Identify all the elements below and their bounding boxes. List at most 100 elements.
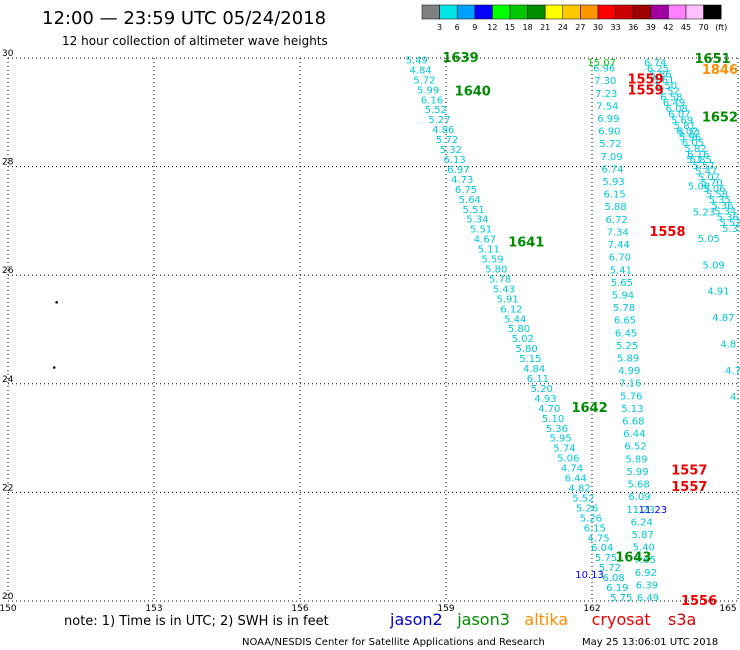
color-scale-tick: 24 (558, 23, 568, 32)
swh-value-label: 6.52 (624, 442, 646, 453)
swh-value-label: 5.36 (546, 424, 568, 435)
swh-value-label: 5.26 (576, 503, 598, 514)
swh-value-label: 4.99 (618, 366, 640, 377)
pass-number-label: 1559 (627, 84, 663, 99)
swh-value-label: 7.09 (600, 152, 622, 163)
swh-value-label: 5.81 (674, 121, 696, 132)
color-scale-tick: 45 (681, 23, 691, 32)
y-tick-label: 30 (2, 49, 14, 59)
swh-value-label: 5.52 (719, 218, 740, 229)
swh-value-label: 6.09 (628, 492, 650, 503)
satellite-legend: jason2 jason3 altika cryosat s3a (389, 610, 696, 629)
swh-value-label: 5.95 (550, 434, 572, 445)
swh-value-label: 6.90 (598, 127, 620, 138)
swh-value-label: 5.34 (714, 207, 736, 218)
swh-value-label: 5.40 (633, 543, 655, 554)
color-scale-tick: 21 (540, 23, 550, 32)
swh-value-label: 5.23 (693, 208, 715, 219)
pass-number-label: 1559 (627, 73, 663, 88)
swh-value-label: 4.74 (561, 464, 583, 475)
color-scale-tick: 6 (455, 23, 460, 32)
footer-timestamp: May 25 13:06:01 UTC 2018 (582, 637, 718, 648)
pass-labels: 1639 1640 1641 1642 1643 1651 1652 1846 15591559… (443, 51, 738, 609)
swh-value-label: 10.13 (575, 570, 604, 581)
swh-value-label: 5.08 (688, 181, 710, 192)
swh-value-label: 4.82 (568, 483, 590, 494)
color-swatch (509, 4, 528, 20)
swh-value-label: 7.16 (619, 379, 641, 390)
swh-value-label: 5.51 (462, 205, 484, 216)
color-swatch (456, 4, 476, 20)
swh-value-label: 6.44 (565, 474, 587, 485)
swh-value-label: 5.88 (605, 202, 627, 213)
color-swatch (668, 4, 687, 20)
swh-value-label: 5.27 (428, 115, 450, 126)
swh-value-label: 6.99 (597, 114, 619, 125)
color-swatch (562, 4, 581, 20)
swh-value-label: 6.05 (682, 138, 704, 149)
color-scale-tick: 18 (523, 23, 533, 32)
swh-value-label: 5.58 (706, 189, 728, 200)
swh-value-label: 6.08 (666, 104, 688, 115)
wave-height-values: 5.494.845.725.996.165.525.274.865.725.32… (52, 55, 740, 604)
swh-value-label: 6.16 (687, 150, 709, 161)
swh-value-label: 6.15 (603, 190, 625, 201)
swh-value-label: 5.91 (497, 294, 519, 305)
swh-value-label: 5.52 (658, 87, 680, 98)
swh-value-label: 6.07 (668, 110, 690, 121)
swh-value-label: 5.50 (655, 81, 677, 92)
swh-value-label: 5.22 (678, 129, 700, 140)
color-scale-tick: 3 (437, 23, 442, 32)
swh-value-label: 6.19 (606, 583, 628, 594)
swh-value-label: 5.80 (485, 264, 507, 275)
swh-value-label: 5.99 (626, 467, 648, 478)
swh-value-label: 5.05 (698, 234, 720, 245)
swh-value-label: 6.13 (444, 155, 466, 166)
swh-value-label: 5.72 (599, 563, 621, 574)
swh-value-label: 5.02 (512, 334, 534, 345)
x-tick-label: 156 (291, 604, 308, 614)
x-tick-label: 159 (437, 604, 454, 614)
swh-value-label: 5.13 (621, 404, 643, 415)
color-scale-tick: 30 (593, 23, 603, 32)
x-tick-label: 153 (145, 604, 162, 614)
swh-value-label: 6.68 (622, 417, 644, 428)
swh-value-label: 5.10 (542, 414, 564, 425)
pass-number-label: 1642 (571, 401, 607, 416)
swh-value-label: 7.34 (607, 227, 629, 238)
color-scale-tick: 33 (611, 23, 621, 32)
swh-value-label: 5.75 (595, 553, 617, 564)
x-tick-label: 165 (719, 604, 736, 614)
pass-number-label: 1641 (508, 236, 544, 251)
swh-value-label: 4.86 (432, 125, 454, 136)
swh-value-label: 6.92 (635, 568, 657, 579)
color-swatch (492, 4, 511, 20)
swh-value-label: 4.87 (712, 313, 734, 324)
swh-value-label: 7.30 (594, 76, 616, 87)
pass-number-label: 1639 (443, 51, 479, 66)
swh-value-label: 5.36 (717, 212, 739, 223)
satellite-legend-item: jason3 (456, 610, 510, 629)
color-scale-tick: 27 (575, 23, 585, 32)
swh-value-label: 5.07 (698, 172, 720, 183)
swh-value-label: 6.75 (455, 185, 477, 196)
color-swatch (474, 4, 493, 20)
swh-value-label: 4.70 (538, 404, 560, 415)
swh-value-label: 5.51 (470, 225, 492, 236)
swh-value-label: 4.8 (720, 339, 736, 350)
swh-value-label: 5.94 (612, 290, 634, 301)
color-swatch (439, 4, 458, 20)
swh-value-label: 5.52 (425, 105, 447, 116)
swh-value-label: 6.16 (421, 95, 443, 106)
swh-value-label: 6.04 (591, 543, 613, 554)
swh-value-label: 4.67 (474, 235, 496, 246)
x-tick-label: 150 (0, 604, 17, 614)
swh-value-label: 11.23 (626, 505, 655, 516)
color-swatch (632, 4, 652, 20)
color-swatch (685, 4, 704, 20)
satellite-legend-item: jason2 (389, 610, 443, 629)
swh-value-label: 6.65 (614, 316, 636, 327)
swh-value-label: 5.35 (709, 195, 731, 206)
swh-value-label: 4.84 (409, 65, 431, 76)
